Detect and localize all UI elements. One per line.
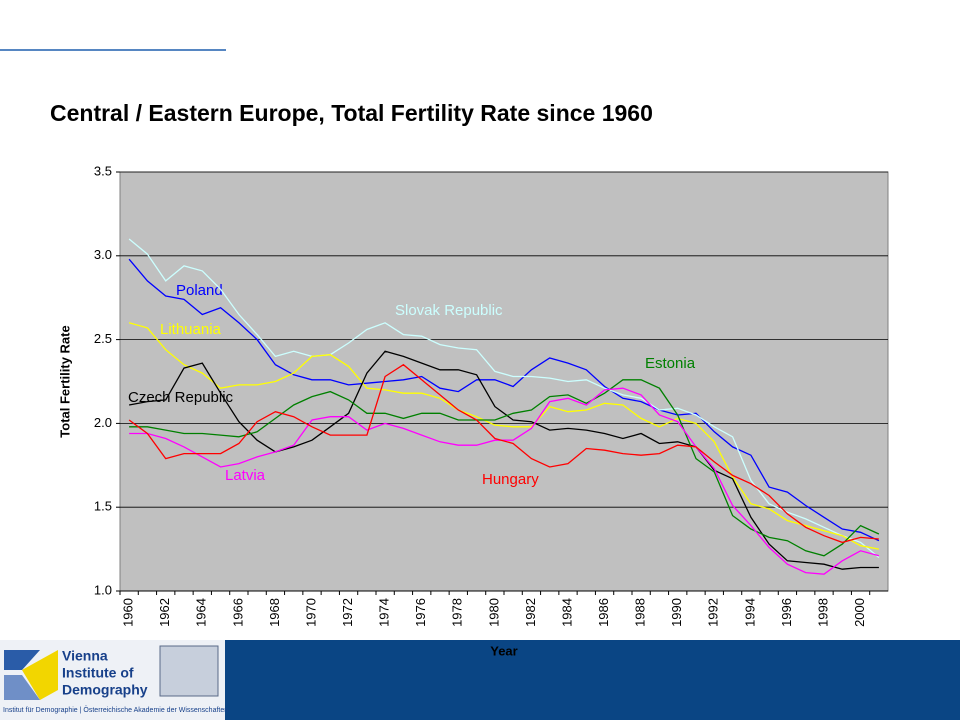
logo-text: Institute of: [62, 665, 134, 681]
series-line: [128, 363, 879, 544]
plot-area: [119, 171, 889, 592]
x-tick-label: 1962: [157, 598, 172, 627]
x-tick-label: 1970: [303, 598, 318, 627]
y-tick-label: 2.0: [94, 415, 112, 430]
y-tick-label: 1.5: [94, 499, 112, 514]
x-tick-label: 1976: [413, 598, 428, 627]
y-axis-label: Total Fertility Rate: [57, 325, 72, 437]
x-tick-label: 2000: [852, 598, 867, 627]
x-tick-label: 1986: [596, 598, 611, 627]
x-tick-label: 1992: [706, 598, 721, 627]
institution: Institut für Demographie | Österreichisc…: [3, 706, 228, 714]
series-label: Lithuania: [160, 321, 222, 338]
x-tick-label: 1982: [523, 598, 538, 627]
x-tick-label: 1978: [450, 598, 465, 627]
x-tick-label: 1996: [779, 598, 794, 627]
series-label: Slovak Republic: [395, 302, 503, 319]
x-tick-label: 1964: [194, 598, 209, 627]
series-line: [128, 350, 879, 570]
series-line: [128, 322, 880, 550]
y-tick-label: 2.5: [94, 331, 112, 346]
series-label: Poland: [176, 282, 223, 299]
x-axis-label: Year: [490, 643, 517, 658]
logo-building: [159, 645, 219, 697]
x-tick-label: 1988: [633, 598, 648, 627]
x-tick-label: 1980: [486, 598, 501, 627]
y-tick-label: 3.0: [94, 247, 112, 262]
x-tick-label: 1984: [559, 598, 574, 627]
series-line: [129, 387, 880, 575]
logo-shape: [4, 650, 40, 670]
series-label: Hungary: [482, 471, 539, 488]
series-label: Czech Republic: [128, 389, 234, 406]
x-tick-label: 1998: [815, 598, 830, 627]
x-tick-label: 1960: [121, 598, 136, 627]
series-label: Latvia: [225, 467, 266, 484]
x-tick-label: 1972: [340, 598, 355, 627]
logo-shape: [22, 650, 58, 700]
logo-shape: [4, 675, 40, 700]
series-label: Estonia: [645, 355, 696, 372]
logo-text: Vienna: [62, 648, 108, 664]
x-tick-label: 1974: [377, 598, 392, 627]
x-tick-label: 1968: [267, 598, 282, 627]
series-line: [128, 258, 880, 542]
y-tick-label: 1.0: [94, 582, 112, 597]
logo-text: Demography: [62, 682, 148, 698]
y-tick-label: 3.5: [94, 163, 112, 178]
chart-title: Central / Eastern Europe, Total Fertilit…: [50, 100, 653, 126]
x-tick-label: 1990: [669, 598, 684, 627]
series-line: [128, 238, 880, 559]
x-tick-label: 1966: [230, 598, 245, 627]
series-line: [129, 379, 880, 557]
x-tick-label: 1994: [742, 598, 757, 627]
chart: 1.0 1.5 2.0 2.5 3.0 3.5 1960 1962 1964 1966 1968 19…: [57, 163, 889, 627]
